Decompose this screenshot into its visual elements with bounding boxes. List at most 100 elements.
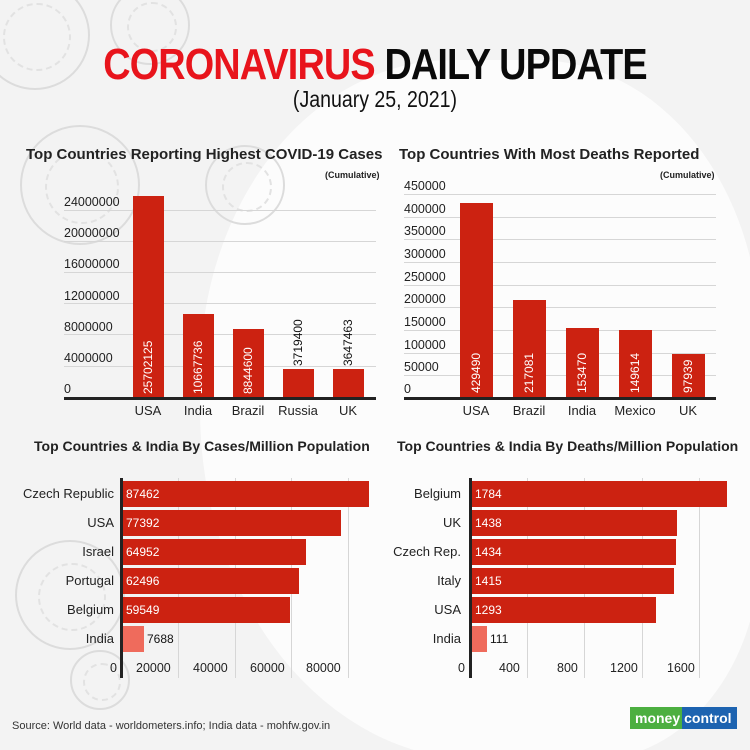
y-tick: 350000 (404, 224, 446, 238)
x-category: UK (678, 403, 698, 418)
bar-value-label: 77392 (126, 516, 160, 530)
bar-value-label: 3647463 (341, 319, 355, 366)
x-tick: 800 (557, 661, 578, 675)
y-tick: 200000 (404, 292, 446, 306)
y-tick: 50000 (404, 360, 439, 374)
x-category: Brazil (231, 403, 265, 418)
title-daily-update: DAILY UPDATE (384, 40, 647, 89)
y-tick: 24000000 (64, 195, 120, 209)
bar-value-label: 1434 (475, 545, 502, 559)
x-category: USA (134, 403, 162, 418)
x-tick: 1600 (667, 661, 695, 675)
deaths-per-million-title: Top Countries & India By Deaths/Million … (397, 438, 739, 454)
page-title: CORONAVIRUS DAILY UPDATE (53, 40, 698, 90)
x-tick: 40000 (193, 661, 228, 675)
y-category: Belgium (414, 486, 461, 501)
bar-value-label: 153470 (575, 352, 589, 393)
virus-decoration-icon (70, 650, 130, 710)
y-category: India (85, 631, 114, 646)
bar-india (122, 626, 144, 652)
x-category: USA (462, 403, 490, 418)
bar-brazil (233, 329, 264, 398)
bar-value-label: 149614 (628, 352, 642, 393)
y-tick: 16000000 (64, 257, 120, 271)
bar-value-label: 59549 (126, 603, 160, 617)
moneycontrol-logo: money control (630, 707, 737, 729)
x-category: Russia (278, 403, 318, 418)
virus-decoration-icon (20, 125, 140, 245)
bar-india (471, 626, 487, 652)
y-tick: 20000000 (64, 226, 120, 240)
x-category: UK (338, 403, 358, 418)
y-tick: 0 (404, 382, 411, 396)
bar-value-label: 1293 (475, 603, 502, 617)
y-category: USA (87, 515, 114, 530)
y-category: India (432, 631, 461, 646)
y-category: Israel (82, 544, 114, 559)
y-tick: 0 (64, 382, 71, 396)
y-category: Italy (437, 573, 461, 588)
bar-value-label: 217081 (522, 352, 536, 393)
bar-india (183, 314, 214, 398)
x-category: Mexico (614, 403, 656, 418)
bar-belgium (471, 481, 727, 507)
bar-value-label: 87462 (126, 487, 160, 501)
cases-per-million-title: Top Countries & India By Cases/Million P… (34, 438, 370, 454)
bar-value-label: 1784 (475, 487, 502, 501)
cases-chart-note: (Cumulative) (325, 170, 380, 180)
title-coronavirus: CORONAVIRUS (103, 40, 375, 89)
x-tick: 60000 (250, 661, 285, 675)
x-category: India (567, 403, 597, 418)
bar-mexico (619, 330, 652, 398)
bar-value-label: 64952 (126, 545, 160, 559)
bar-israel (122, 539, 306, 565)
x-tick: 0 (110, 661, 117, 675)
bar-value-label: 25702125 (141, 340, 155, 394)
y-tick: 300000 (404, 247, 446, 261)
bar-usa (471, 597, 656, 623)
logo-money: money (630, 707, 683, 729)
virus-decoration-icon (0, 0, 90, 90)
y-category: Czech Republic (22, 486, 114, 501)
bar-usa (133, 196, 164, 398)
bar-uk (471, 510, 677, 536)
virus-decoration-icon (110, 0, 190, 65)
logo-control: control (682, 707, 737, 729)
x-tick: 1200 (610, 661, 638, 675)
bar-usa (460, 203, 493, 398)
deaths-chart-title: Top Countries With Most Deaths Reported (399, 146, 700, 163)
bar-value-label: 111 (490, 632, 509, 646)
x-category: India (183, 403, 213, 418)
cases-chart-title: Top Countries Reporting Highest COVID-19… (26, 146, 383, 163)
bar-uk (333, 369, 364, 398)
y-tick: 4000000 (64, 351, 113, 365)
bar-value-label: 1415 (475, 574, 502, 588)
y-tick: 250000 (404, 270, 446, 284)
bar-value-label: 429490 (469, 352, 483, 393)
bar-value-label: 10667736 (191, 340, 205, 394)
bar-india (566, 328, 599, 398)
bar-uk (672, 354, 705, 398)
y-tick: 100000 (404, 338, 446, 352)
bar-usa (122, 510, 341, 536)
virus-decoration-icon (15, 540, 125, 650)
y-category: UK (442, 515, 461, 530)
deaths-chart-note: (Cumulative) (660, 170, 715, 180)
bar-italy (471, 568, 674, 594)
y-tick: 450000 (404, 179, 446, 193)
x-tick: 20000 (136, 661, 171, 675)
bar-value-label: 8844600 (241, 347, 255, 394)
y-tick: 150000 (404, 315, 446, 329)
bar-russia (283, 369, 314, 398)
bar-value-label: 7688 (147, 632, 174, 646)
x-tick: 400 (499, 661, 520, 675)
x-tick: 0 (458, 661, 465, 675)
bar-czech-rep (471, 539, 676, 565)
bar-portugal (122, 568, 299, 594)
bar-brazil (513, 300, 546, 398)
y-category: USA (434, 602, 461, 617)
bar-value-label: 97939 (681, 359, 695, 393)
page-date: (January 25, 2021) (292, 86, 458, 112)
x-tick: 80000 (306, 661, 341, 675)
x-category: Brazil (512, 403, 546, 418)
